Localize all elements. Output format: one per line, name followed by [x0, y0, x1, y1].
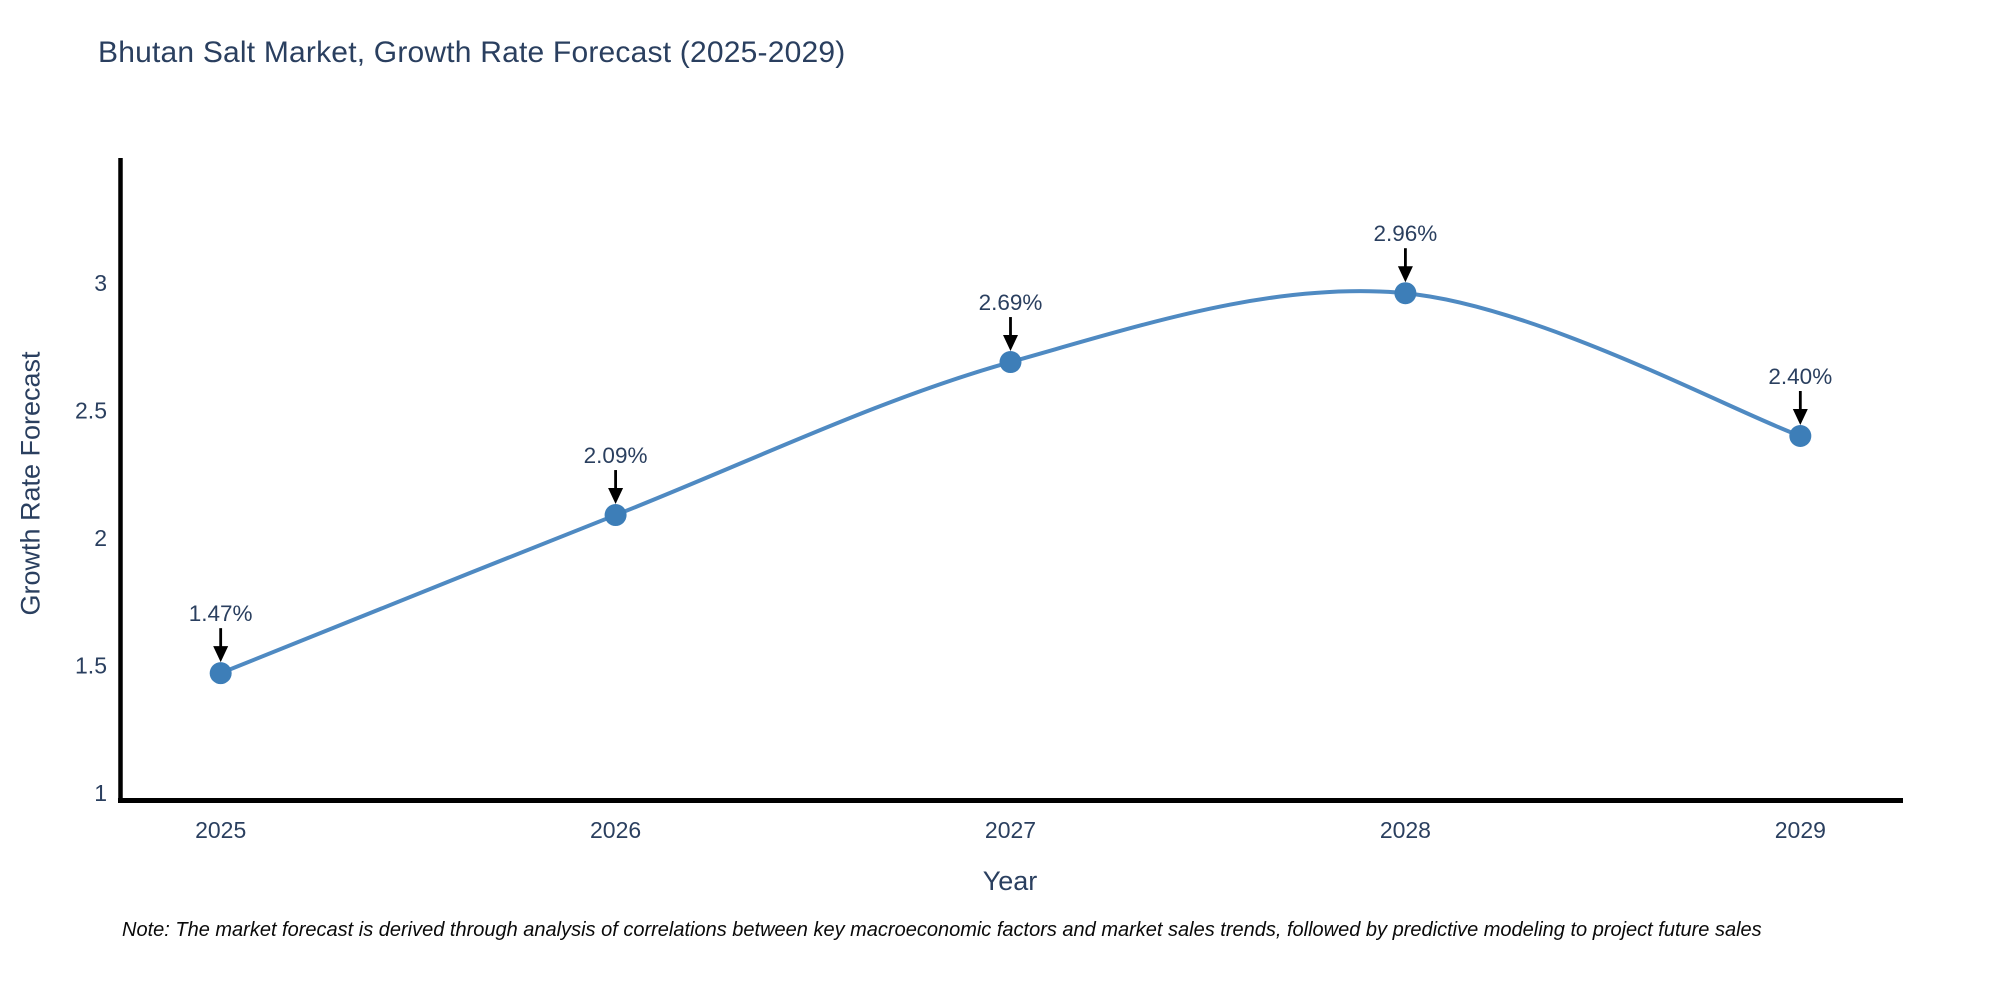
y-tick-label: 2 [94, 525, 107, 551]
annotation-label: 2.09% [584, 443, 648, 468]
annotation-arrow-head [1003, 335, 1018, 352]
x-tick-label: 2026 [590, 817, 641, 843]
y-tick-label: 3 [94, 270, 107, 296]
annotation-arrow-head [608, 488, 624, 505]
annotation-arrow-head [1397, 266, 1413, 283]
y-axis-title: Growth Rate Forecast [15, 351, 46, 616]
data-point-marker [604, 504, 627, 527]
footnote-text: Note: The market forecast is derived thr… [122, 919, 1762, 941]
y-tick-label: 2.5 [75, 398, 107, 424]
y-tick-label: 1 [94, 780, 107, 806]
data-point-marker [999, 351, 1022, 374]
annotation-label: 2.69% [979, 290, 1043, 315]
annotation-arrow-head [213, 646, 229, 663]
annotation-label: 2.96% [1374, 221, 1438, 246]
x-axis-title: Year [982, 866, 1038, 896]
x-tick-label: 2027 [985, 817, 1036, 843]
x-tick-label: 2025 [195, 817, 246, 843]
chart-title: Bhutan Salt Market, Growth Rate Forecast… [98, 36, 846, 69]
data-point-marker [209, 662, 232, 685]
x-tick-label: 2029 [1775, 817, 1826, 843]
footnote: Note: The market forecast is derived thr… [122, 919, 2000, 942]
annotation-arrow-head [1792, 409, 1808, 425]
data-point-marker [1789, 425, 1812, 447]
annotation-label: 1.47% [189, 601, 253, 626]
data-point-marker [1394, 282, 1417, 305]
x-tick-label: 2028 [1380, 817, 1431, 843]
annotation-label: 2.40% [1768, 364, 1832, 389]
y-tick-label: 1.5 [75, 653, 107, 679]
